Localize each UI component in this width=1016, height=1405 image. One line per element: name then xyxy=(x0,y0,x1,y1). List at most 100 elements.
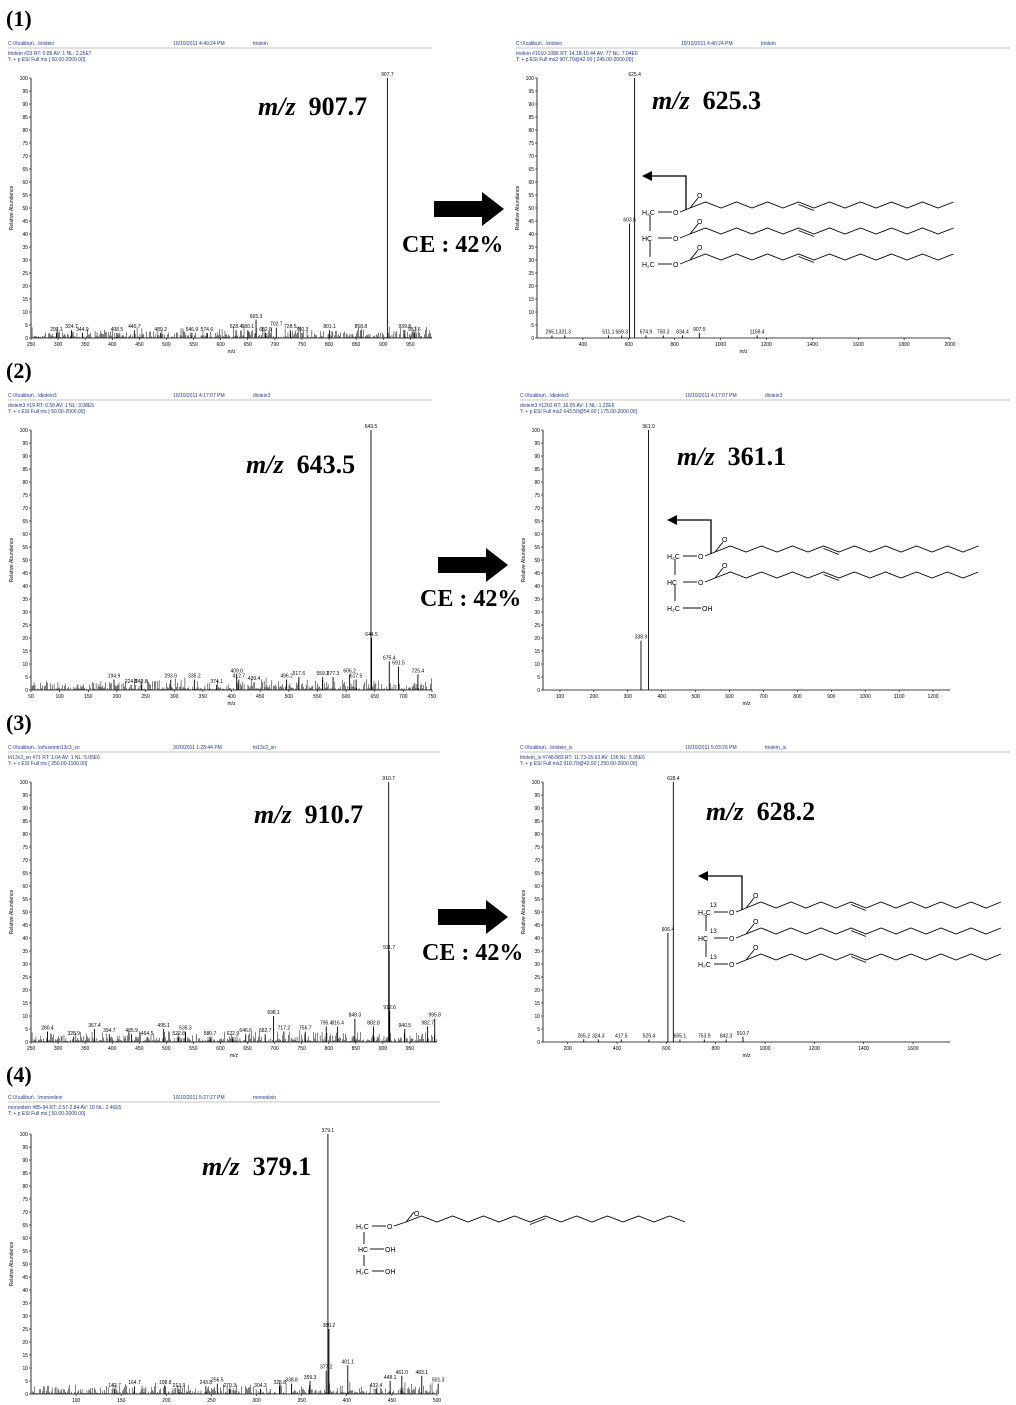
y-tick-label: 15 xyxy=(534,649,540,655)
x-tick-label: 550 xyxy=(189,342,198,348)
y-tick-label: 15 xyxy=(22,1353,28,1359)
peak-label: 496.2 xyxy=(280,674,293,680)
y-tick-label: 35 xyxy=(534,597,540,603)
peak-label: 417.5 xyxy=(615,1033,628,1039)
y-tick-label: 95 xyxy=(22,793,28,799)
y-tick-label: 65 xyxy=(22,871,28,877)
header-file: C:\Xcalibur\...\triolein xyxy=(8,41,54,47)
carbon-label: H₂C xyxy=(356,1269,369,1276)
y-tick-label: 5 xyxy=(531,323,534,329)
bond xyxy=(393,1221,407,1227)
y-tick-label: 5 xyxy=(537,675,540,681)
x-tick-label: 600 xyxy=(662,1046,671,1052)
x-tick-label: 450 xyxy=(388,1398,397,1404)
y-axis-label: Relative Abundance xyxy=(515,186,521,231)
y-tick-label: 70 xyxy=(528,154,534,160)
header-date: 3/20/2011 1:28:44 PM xyxy=(173,745,222,751)
peak-label: 1159.4 xyxy=(750,329,765,335)
peak-label: 265.1 xyxy=(546,329,559,335)
y-tick-label: 45 xyxy=(22,219,28,225)
peak-label: 440.7 xyxy=(128,324,141,330)
peak-label: 142.7 xyxy=(108,1383,121,1389)
y-tick-label: 70 xyxy=(534,858,540,864)
x-tick-label: 600 xyxy=(342,694,351,700)
peak-label: 940.5 xyxy=(399,1023,412,1029)
carbonyl-bond xyxy=(745,949,755,961)
header-date: 10/10/2011 4:17:07 PM xyxy=(173,393,225,399)
oxygen-label: O xyxy=(729,962,735,969)
x-tick-label: 800 xyxy=(325,1046,334,1052)
x-tick-label: 500 xyxy=(162,1046,171,1052)
hydroxyl-label: OH xyxy=(702,606,713,613)
fatty-acid-chain xyxy=(689,253,954,261)
x-tick-label: 200 xyxy=(162,1398,171,1404)
chart-p3b: C:\Xcalibur\...\triolein_is 10/10/2011 5:… xyxy=(520,745,1010,1059)
x-tick-label: 550 xyxy=(313,694,322,700)
peak-label: 910.7 xyxy=(382,776,395,782)
header-sample: triolein xyxy=(253,41,268,47)
peak-label: 795.4 xyxy=(320,1020,333,1026)
peak-label: 816.4 xyxy=(331,1020,344,1026)
y-tick-label: 55 xyxy=(22,1249,28,1255)
carbon-label: H₂C xyxy=(698,910,711,917)
y-tick-label: 20 xyxy=(22,636,28,642)
carbonyl-bond xyxy=(745,897,755,909)
y-tick-label: 70 xyxy=(22,1210,28,1216)
x-tick-label: 400 xyxy=(343,1398,352,1404)
fatty-acid-chain xyxy=(689,227,954,235)
header-sample: diolein3 xyxy=(253,393,270,399)
header-scan: diolein3 #1202 RT: 16.05 AV: 1 NL: 1.22E… xyxy=(520,403,615,409)
chart-p1a: C:\Xcalibur\...\triolein 10/10/2011 4:40:… xyxy=(8,41,432,355)
y-tick-label: 55 xyxy=(22,193,28,199)
y-tick-label: 50 xyxy=(22,1262,28,1268)
peak-label: 912.6 xyxy=(383,1005,396,1011)
x-tick-label: 1100 xyxy=(894,694,905,700)
carbonyl-oxygen: O xyxy=(753,919,759,926)
peak-label: 603.5 xyxy=(623,218,636,224)
y-tick-label: 0 xyxy=(531,336,534,342)
carbon-label: HC xyxy=(642,236,652,243)
chart-p2a: C:\Xcalibur\...\diolein3 10/10/2011 4:17:… xyxy=(8,393,436,707)
x-tick-label: 1400 xyxy=(858,1046,869,1052)
peak-label: 546.9 xyxy=(186,327,199,333)
y-tick-label: 50 xyxy=(528,206,534,212)
peak-label: 265.2 xyxy=(577,1033,590,1039)
y-tick-label: 50 xyxy=(534,910,540,916)
x-tick-label: 700 xyxy=(759,694,768,700)
peak-label: 432.4 xyxy=(370,1383,383,1389)
double-bond xyxy=(529,1218,546,1225)
x-axis-label: m/z xyxy=(742,1053,751,1059)
peak-label: 982.7 xyxy=(421,1020,434,1026)
y-tick-label: 5 xyxy=(25,1027,28,1033)
peak-label: 374.1 xyxy=(210,679,223,685)
monoolein-structure: H₂C O O HC OH H₂C OH xyxy=(356,1211,686,1276)
x-tick-label: 1000 xyxy=(715,342,726,348)
x-tick-label: 350 xyxy=(81,342,90,348)
x-tick-label: 400 xyxy=(658,694,667,700)
peak-label: 674.9 xyxy=(640,329,653,335)
fatty-acid-chain xyxy=(405,1215,686,1223)
x-tick-label: 50 xyxy=(28,694,34,700)
double-bond xyxy=(798,230,815,237)
peak-label: 401.1 xyxy=(342,1359,355,1365)
y-axis-label: Relative Abundance xyxy=(9,186,15,231)
peak-label: 243.8 xyxy=(200,1380,213,1386)
x-tick-label: 1800 xyxy=(899,342,910,348)
peak-label: 164.7 xyxy=(128,1380,141,1386)
y-tick-label: 90 xyxy=(22,102,28,108)
bond xyxy=(679,259,691,265)
y-tick-label: 30 xyxy=(534,610,540,616)
y-tick-label: 20 xyxy=(528,284,534,290)
peak-label: 408.5 xyxy=(111,327,124,333)
carbonyl-oxygen: O xyxy=(697,219,703,226)
peak-label: 224.8 xyxy=(125,679,138,685)
carbon-label: HC xyxy=(667,580,677,587)
header-filter: T: + c ESI Full ms [ 50.00-2000.00] xyxy=(8,409,85,415)
x-tick-label: 750 xyxy=(298,342,307,348)
y-tick-label: 85 xyxy=(528,115,534,121)
arrow-head-icon xyxy=(667,515,677,525)
y-tick-label: 20 xyxy=(534,636,540,642)
x-tick-label: 450 xyxy=(135,1046,144,1052)
x-tick-label: 1400 xyxy=(807,342,818,348)
y-tick-label: 45 xyxy=(534,923,540,929)
